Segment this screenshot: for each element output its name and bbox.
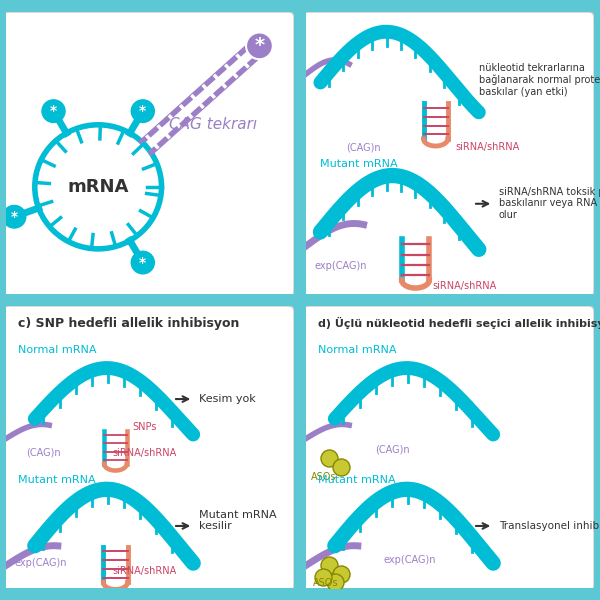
Text: exp(CAG)n: exp(CAG)n [383,555,436,565]
FancyBboxPatch shape [303,12,594,297]
FancyBboxPatch shape [3,306,294,591]
Text: Mutant mRNA: Mutant mRNA [317,475,395,485]
Text: (CAG)n: (CAG)n [346,142,381,152]
Point [319,572,328,581]
Point [336,462,346,472]
Text: *: * [11,210,18,224]
Text: siRNA/shRNA: siRNA/shRNA [113,448,177,458]
Circle shape [3,205,26,228]
Text: exp(CAG)n: exp(CAG)n [314,261,367,271]
Text: Translasyonel inhibisyon: Translasyonel inhibisyon [499,521,600,531]
Text: siRNA/shRNA: siRNA/shRNA [113,566,177,576]
Text: (CAG)n: (CAG)n [26,448,61,458]
Text: Mutant mRNA: Mutant mRNA [320,158,398,169]
Text: Mutant mRNA
kesilir: Mutant mRNA kesilir [199,509,277,531]
FancyBboxPatch shape [303,306,594,591]
Circle shape [42,100,65,122]
Point [330,578,340,587]
Text: Normal mRNA: Normal mRNA [317,346,396,355]
Text: Mutant mRNA: Mutant mRNA [17,475,95,485]
Text: siRNA/shRNA toksik protein
baskılanır veya RNA degrege
olur: siRNA/shRNA toksik protein baskılanır ve… [499,187,600,220]
Text: nükleotid tekrarlarına
bağlanarak normal proteini
baskılar (yan etki): nükleotid tekrarlarına bağlanarak normal… [479,63,600,97]
Point [324,454,334,463]
Text: *: * [139,256,146,269]
FancyBboxPatch shape [3,12,294,297]
Text: Normal mRNA: Normal mRNA [17,346,96,355]
Text: (CAG)n: (CAG)n [375,445,410,455]
Text: CAG tekrarı: CAG tekrarı [169,118,257,132]
Text: siRNA/shRNA: siRNA/shRNA [433,281,497,290]
Text: *: * [139,104,146,118]
Text: exp(CAG)n: exp(CAG)n [14,557,67,568]
Circle shape [131,251,154,274]
Text: siRNA/shRNA: siRNA/shRNA [456,142,520,152]
Text: c) SNP hedefli allelik inhibisyon: c) SNP hedefli allelik inhibisyon [17,317,239,330]
Point [324,560,334,570]
Text: ASOs: ASOs [311,472,336,482]
Text: mRNA: mRNA [67,178,129,196]
Text: Kesim yok: Kesim yok [199,394,256,404]
Text: *: * [50,104,57,118]
Text: ASOs: ASOs [313,578,339,588]
Text: *: * [254,37,265,55]
Circle shape [131,100,154,122]
Point [336,569,346,578]
Text: SNPs: SNPs [133,422,157,432]
Text: d) Üçlü nükleotid hedefli seçici allelik inhibisyon: d) Üçlü nükleotid hedefli seçici allelik… [317,317,600,329]
